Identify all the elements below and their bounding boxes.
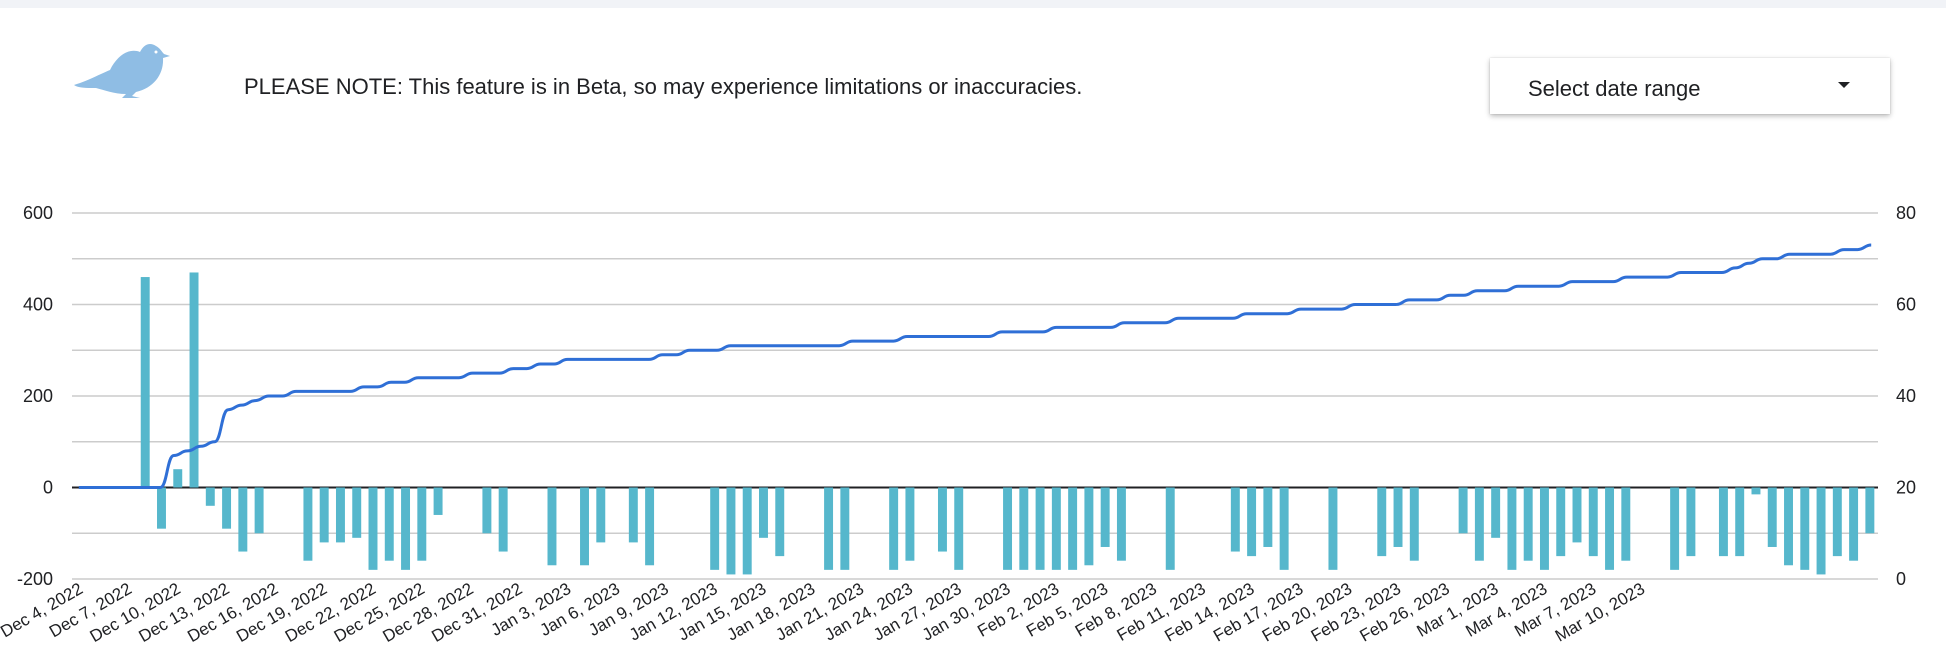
bar[interactable] xyxy=(401,487,411,570)
bar[interactable] xyxy=(726,487,736,575)
bar[interactable] xyxy=(1816,487,1826,575)
bar[interactable] xyxy=(368,487,378,570)
bar[interactable] xyxy=(1458,487,1468,534)
cumulative-line[interactable] xyxy=(78,243,1872,490)
bar[interactable] xyxy=(303,487,313,561)
y-axis-left: -200 0 200 400 600 xyxy=(17,203,53,589)
bar[interactable] xyxy=(1735,487,1745,557)
bar[interactable] xyxy=(1409,487,1419,561)
bar[interactable] xyxy=(1051,487,1061,570)
beta-notice: PLEASE NOTE: This feature is in Beta, so… xyxy=(244,74,1083,99)
y-left-tick-label: 0 xyxy=(43,478,53,498)
bar[interactable] xyxy=(1670,487,1680,570)
bar[interactable] xyxy=(1621,487,1631,561)
bar[interactable] xyxy=(580,487,589,566)
bar[interactable] xyxy=(1100,487,1110,547)
y-left-tick-label: 200 xyxy=(23,386,53,406)
bar[interactable] xyxy=(1784,487,1793,566)
bar[interactable] xyxy=(1165,487,1175,570)
y-right-tick-label: 60 xyxy=(1896,295,1916,315)
line-series xyxy=(78,243,1872,490)
bar[interactable] xyxy=(1491,487,1501,538)
bar[interactable] xyxy=(1539,487,1549,570)
y-right-tick-label: 80 xyxy=(1896,203,1916,223)
bar[interactable] xyxy=(889,487,899,570)
y-left-tick-label: -200 xyxy=(17,569,53,589)
bar[interactable] xyxy=(905,487,915,561)
date-range-select[interactable]: Select date range xyxy=(1490,58,1890,114)
bar[interactable] xyxy=(433,487,443,515)
bar[interactable] xyxy=(1686,487,1696,557)
date-range-label: Select date range xyxy=(1528,76,1701,101)
bar[interactable] xyxy=(1767,487,1777,547)
y-right-tick-label: 40 xyxy=(1896,386,1916,406)
bar[interactable] xyxy=(319,487,329,543)
top-bar xyxy=(0,0,1946,8)
bar[interactable] xyxy=(1084,487,1094,566)
bar[interactable] xyxy=(352,487,362,538)
bar[interactable] xyxy=(1247,487,1257,557)
bar[interactable] xyxy=(1507,487,1517,570)
bar[interactable] xyxy=(824,487,834,570)
bar[interactable] xyxy=(645,487,655,566)
bar[interactable] xyxy=(937,487,947,552)
bar[interactable] xyxy=(1751,487,1761,495)
bar[interactable] xyxy=(759,487,768,538)
bar[interactable] xyxy=(1849,487,1859,561)
bird-icon xyxy=(74,44,170,98)
bar[interactable] xyxy=(547,487,557,566)
bar[interactable] xyxy=(1019,487,1029,570)
bar[interactable] xyxy=(1393,487,1403,547)
bar[interactable] xyxy=(482,487,492,534)
bar[interactable] xyxy=(140,277,150,488)
bar[interactable] xyxy=(498,487,508,552)
bar[interactable] xyxy=(1718,487,1728,557)
bar[interactable] xyxy=(157,487,166,529)
chevron-down-icon[interactable] xyxy=(1838,82,1850,88)
bar[interactable] xyxy=(1523,487,1533,561)
bar[interactable] xyxy=(954,487,964,570)
bar[interactable] xyxy=(1263,487,1273,547)
bar[interactable] xyxy=(1230,487,1240,552)
bar[interactable] xyxy=(1328,487,1338,570)
bar[interactable] xyxy=(254,487,264,534)
y-right-tick-label: 0 xyxy=(1896,569,1906,589)
bar[interactable] xyxy=(1588,487,1598,557)
bar[interactable] xyxy=(1474,487,1484,561)
bar[interactable] xyxy=(840,487,850,570)
bar[interactable] xyxy=(417,487,427,561)
y-axis-right: 0 20 40 60 80 xyxy=(1896,203,1916,589)
bar[interactable] xyxy=(1035,487,1045,570)
bar[interactable] xyxy=(189,272,199,488)
bar[interactable] xyxy=(205,487,215,506)
bar[interactable] xyxy=(775,487,785,557)
bar-series xyxy=(140,272,1875,575)
bar[interactable] xyxy=(335,487,345,543)
y-left-tick-label: 400 xyxy=(23,295,53,315)
bar[interactable] xyxy=(1068,487,1078,570)
bar[interactable] xyxy=(1003,487,1013,570)
bar[interactable] xyxy=(596,487,606,543)
bar[interactable] xyxy=(222,487,232,529)
bar[interactable] xyxy=(173,469,183,488)
bar[interactable] xyxy=(1572,487,1582,543)
bar[interactable] xyxy=(1556,487,1566,557)
bar[interactable] xyxy=(742,487,752,575)
bar[interactable] xyxy=(628,487,638,543)
bar[interactable] xyxy=(1800,487,1810,570)
y-left-tick-label: 600 xyxy=(23,203,53,223)
y-right-tick-label: 20 xyxy=(1896,478,1916,498)
bar[interactable] xyxy=(384,487,394,561)
bar[interactable] xyxy=(710,487,720,570)
bar[interactable] xyxy=(1865,487,1875,534)
bar[interactable] xyxy=(1116,487,1126,561)
bar[interactable] xyxy=(1279,487,1289,570)
bar[interactable] xyxy=(1605,487,1615,570)
bar[interactable] xyxy=(238,487,248,552)
bar[interactable] xyxy=(1832,487,1842,557)
bar[interactable] xyxy=(1377,487,1387,557)
